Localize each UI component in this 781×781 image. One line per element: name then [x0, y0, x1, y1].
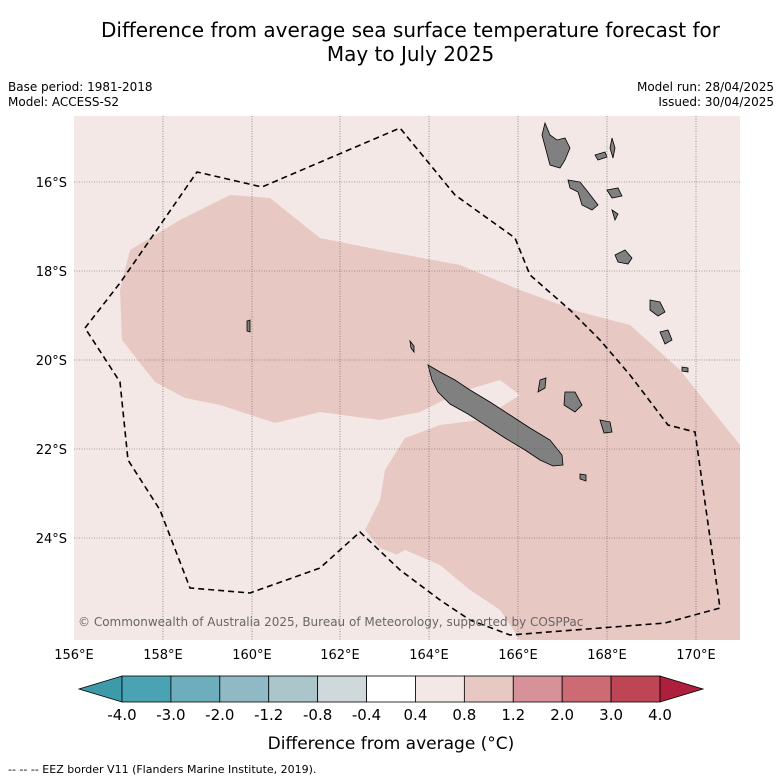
colorbar-segment — [463, 675, 514, 703]
colorbar-segment — [219, 675, 270, 703]
colorbar-segment — [415, 675, 465, 703]
lon-labels: 156°E 158°E 160°E 162°E 164°E 166°E 168°… — [54, 648, 716, 663]
colorbar-tick-label: 0.8 — [452, 706, 476, 724]
colorbar-segment — [268, 675, 319, 703]
lat-label-16s: 16°S — [36, 176, 67, 191]
lat-label-18s: 18°S — [36, 265, 67, 280]
colorbar-tick-label: 0.4 — [404, 706, 428, 724]
lat-label-24s: 24°S — [36, 532, 67, 547]
colorbar-segment — [512, 675, 563, 703]
lat-label-22s: 22°S — [36, 443, 67, 458]
colorbar-tick-label: 1.2 — [501, 706, 525, 724]
land-vanuatu — [541, 121, 689, 373]
colorbar-tick-label: -3.0 — [156, 706, 185, 724]
colorbar-tick-label: -0.4 — [352, 706, 381, 724]
meta-right: Model run: 28/04/2025 Issued: 30/04/2025 — [637, 80, 774, 110]
lat-labels: 16°S 18°S 20°S 22°S 24°S — [36, 176, 67, 547]
colorbar-tick-label: -1.2 — [254, 706, 283, 724]
issued-date: Issued: 30/04/2025 — [658, 95, 774, 109]
title-line-2: May to July 2025 — [326, 42, 495, 66]
colorbar-tick-label: 3.0 — [599, 706, 623, 724]
copyright-text: © Commonwealth of Australia 2025, Bureau… — [78, 615, 583, 629]
lon-label-168e: 168°E — [587, 648, 627, 663]
lon-label-170e: 170°E — [676, 648, 716, 663]
lon-label-156e: 156°E — [54, 648, 94, 663]
colorbar-tick-label: -0.8 — [303, 706, 332, 724]
lon-label-164e: 164°E — [409, 648, 449, 663]
colorbar-tick-label: -4.0 — [107, 706, 136, 724]
lon-label-166e: 166°E — [498, 648, 538, 663]
colorbar-tick-label: -2.0 — [205, 706, 234, 724]
lat-label-20s: 20°S — [36, 354, 67, 369]
colorbar-segment — [366, 675, 416, 703]
model-name: Model: ACCESS-S2 — [8, 95, 120, 109]
meta-left: Base period: 1981-2018 Model: ACCESS-S2 — [8, 80, 153, 110]
colorbar-extend-max — [659, 675, 705, 703]
lon-label-160e: 160°E — [232, 648, 272, 663]
colorbar-segment — [610, 675, 661, 703]
map-title: Difference from average sea surface temp… — [40, 18, 781, 66]
map-gridlines — [74, 116, 740, 640]
eez-border — [84, 127, 721, 636]
colorbar-label: Difference from average (°C) — [268, 734, 515, 754]
colorbar-extend-min — [77, 675, 123, 703]
colorbar-tick-label: 4.0 — [648, 706, 672, 724]
model-run: Model run: 28/04/2025 — [636, 80, 774, 94]
colorbar-segment — [121, 675, 172, 703]
land-small-islands — [246, 319, 251, 333]
colorbar-tick-label: 2.0 — [550, 706, 574, 724]
anomaly-south-patch — [378, 550, 520, 640]
colorbar: -4.0 -3.0 -2.0 -1.2 -0.8 -0.4 0.4 0.8 1.2 2.0 3.0 4… — [77, 675, 705, 724]
colorbar-segment — [561, 675, 612, 703]
lon-label-158e: 158°E — [143, 648, 183, 663]
colorbar-segment — [317, 675, 367, 703]
title-line-1: Difference from average sea surface temp… — [100, 18, 720, 42]
eez-legend: -- -- -- EEZ border V11 (Flanders Marine… — [8, 763, 317, 776]
anomaly-channel — [74, 290, 520, 610]
land-new-caledonia — [409, 339, 613, 482]
colorbar-segment — [170, 675, 221, 703]
lon-label-162e: 162°E — [320, 648, 360, 663]
base-period: Base period: 1981-2018 — [8, 80, 153, 94]
